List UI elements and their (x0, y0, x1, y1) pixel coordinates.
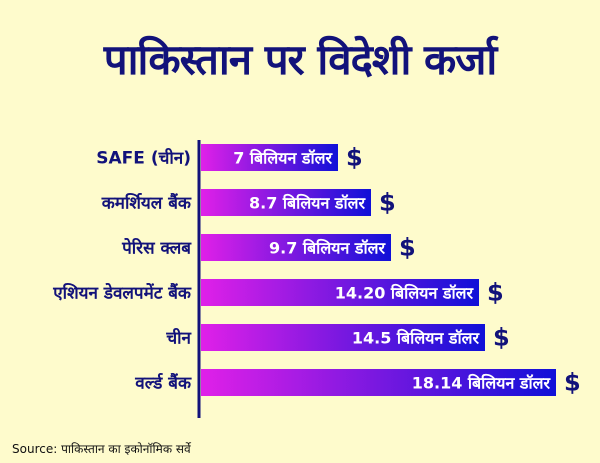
bar (201, 234, 391, 261)
bar-value-label: 14.5 बिलियन डॉलर (352, 329, 481, 348)
bar-value-label: 18.14 बिलियन डॉलर (412, 374, 552, 393)
dollar-icon: $ (346, 144, 363, 172)
dollar-icon: $ (379, 189, 396, 217)
bar (201, 369, 556, 396)
category-label: SAFE (चीन) (96, 148, 191, 169)
bar (201, 189, 371, 216)
category-label: कमर्शियल बैंक (101, 193, 192, 214)
bar (201, 324, 485, 351)
bar-value-label: 14.20 बिलियन डॉलर (335, 284, 475, 303)
dollar-icon: $ (564, 369, 581, 397)
bar (201, 279, 479, 306)
dollar-icon: $ (399, 234, 416, 262)
bar-value-label: 7 बिलियन डॉलर (233, 149, 333, 168)
bar (201, 144, 338, 171)
bar-value-label: 9.7 बिलियन डॉलर (269, 239, 386, 258)
source-note: Source: पाकिस्तान का इकोनॉमिक सर्वे (12, 442, 191, 456)
category-label: चीन (165, 328, 191, 349)
chart-title: पाकिस्तान पर विदेशी कर्जा (103, 35, 498, 84)
category-label: वर्ल्ड बैंक (134, 373, 192, 394)
bar-value-label: 8.7 बिलियन डॉलर (249, 194, 366, 213)
category-label: पेरिस क्लब (121, 238, 192, 259)
category-label: एशियन डेवलपमेंट बैंक (52, 283, 192, 304)
dollar-icon: $ (487, 279, 504, 307)
dollar-icon: $ (493, 324, 510, 352)
